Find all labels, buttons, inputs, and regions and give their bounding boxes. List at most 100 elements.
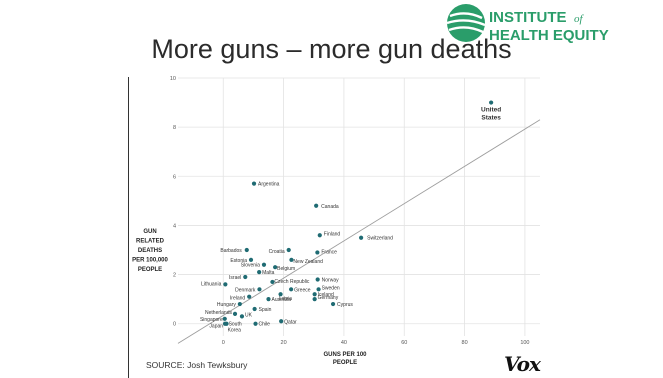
point-marker — [251, 181, 257, 186]
point-label: Belgium — [277, 266, 295, 272]
slide-title: More guns – more gun deaths — [151, 34, 512, 64]
point-marker — [252, 306, 257, 312]
grid-lines — [178, 77, 540, 336]
data-point: Netherlands — [205, 310, 238, 316]
data-point: Greece — [289, 287, 311, 293]
point-label: Ireland — [230, 296, 246, 302]
y-tick-label: 10 — [170, 76, 176, 82]
point-label: Germany — [318, 295, 339, 301]
point-label: Cyprus — [337, 302, 353, 308]
data-point: Singapore — [200, 316, 227, 323]
point-label: France — [321, 249, 337, 255]
point-label: Slovenia — [241, 263, 260, 269]
point-marker — [273, 265, 278, 270]
point-marker — [286, 247, 291, 253]
point-label: Australia — [272, 297, 292, 303]
point-label: Chile — [259, 322, 271, 328]
point-label: Norway — [322, 277, 339, 283]
point-marker — [359, 235, 364, 240]
data-point: Slovenia — [241, 262, 267, 269]
left-rule — [128, 77, 129, 378]
point-marker — [232, 311, 238, 316]
point-label: Latvia — [279, 296, 293, 302]
data-point: Malta — [257, 270, 275, 276]
vox-logo: Vox — [504, 352, 541, 376]
data-point: Chile — [253, 321, 271, 328]
point-label: Israel — [229, 275, 241, 281]
point-label: Barbados — [220, 248, 242, 254]
point-marker — [279, 319, 284, 324]
point-label: Denmark — [235, 287, 256, 293]
data-point: Sweden — [316, 285, 340, 292]
point-label: Japan — [209, 324, 223, 330]
x-tick-label: 20 — [281, 340, 287, 346]
y-tick-label: 8 — [173, 125, 176, 131]
point-label: Malta — [262, 270, 274, 276]
point-marker — [222, 316, 227, 321]
point-marker — [289, 287, 294, 292]
point-marker — [489, 100, 494, 105]
point-marker — [315, 277, 320, 282]
data-point: Ireland — [230, 294, 252, 302]
data-point: Lithuania — [201, 281, 228, 287]
point-label: Spain — [259, 307, 272, 313]
point-marker — [247, 294, 252, 299]
point-marker — [312, 292, 317, 297]
x-axis-title: GUNS PER 100 PEOPLE — [323, 352, 367, 366]
data-point: Germany — [312, 295, 339, 302]
x-tick-label: 40 — [341, 340, 347, 346]
point-label: Finland — [324, 231, 341, 237]
y-tick-label: 6 — [173, 174, 176, 180]
x-tick-label: 60 — [401, 340, 407, 346]
point-marker — [223, 282, 228, 287]
point-marker — [261, 262, 267, 267]
point-label: South — [229, 322, 242, 328]
point-marker — [237, 301, 242, 307]
point-marker — [315, 250, 320, 255]
point-label: Qatar — [284, 319, 297, 325]
y-axis-title: GUN RELATED DEATHS PER 100,000 PEOPLE — [132, 229, 168, 273]
point-label: States — [481, 115, 501, 122]
data-point: Australia — [266, 297, 291, 303]
point-marker — [330, 301, 336, 307]
data-point: Switzerland — [359, 235, 393, 242]
point-label: Greece — [294, 287, 311, 293]
point-label: Switzerland — [367, 236, 393, 242]
data-point: Denmark — [235, 287, 262, 293]
point-marker — [239, 314, 245, 319]
x-axis-title-line: PEOPLE — [333, 360, 357, 366]
data-point: Iceland — [312, 292, 334, 298]
point-label: Czech Republic — [274, 279, 310, 285]
data-point: Argentina — [251, 181, 280, 188]
point-label: Hungary — [217, 302, 236, 308]
x-tick-label: 0 — [222, 340, 225, 346]
point-marker — [243, 274, 248, 280]
x-axis-title-line: GUNS PER 100 — [323, 352, 367, 358]
data-point: Finland — [317, 231, 341, 238]
data-point: Qatar — [279, 319, 297, 325]
point-label: Iceland — [318, 292, 334, 298]
point-label: Singapore — [200, 317, 223, 323]
y-axis-title-line: GUN — [143, 229, 156, 235]
point-marker — [257, 270, 262, 275]
point-marker — [316, 287, 321, 292]
data-point: France — [315, 249, 337, 255]
point-label: Netherlands — [205, 310, 232, 316]
point-marker — [312, 297, 317, 302]
point-label: Argentina — [258, 182, 280, 188]
point-label: Croatia — [269, 249, 285, 255]
point-label: Estonia — [230, 258, 247, 264]
x-tick-label: 80 — [462, 340, 468, 346]
point-label: Sweden — [322, 285, 340, 291]
point-label: United — [481, 107, 501, 114]
y-tick-label: 4 — [173, 223, 176, 229]
point-marker — [257, 287, 262, 292]
data-point: Barbados — [220, 247, 249, 254]
point-marker — [266, 297, 271, 302]
data-point: Belgium — [273, 265, 295, 272]
data-point: Norway — [315, 277, 339, 283]
